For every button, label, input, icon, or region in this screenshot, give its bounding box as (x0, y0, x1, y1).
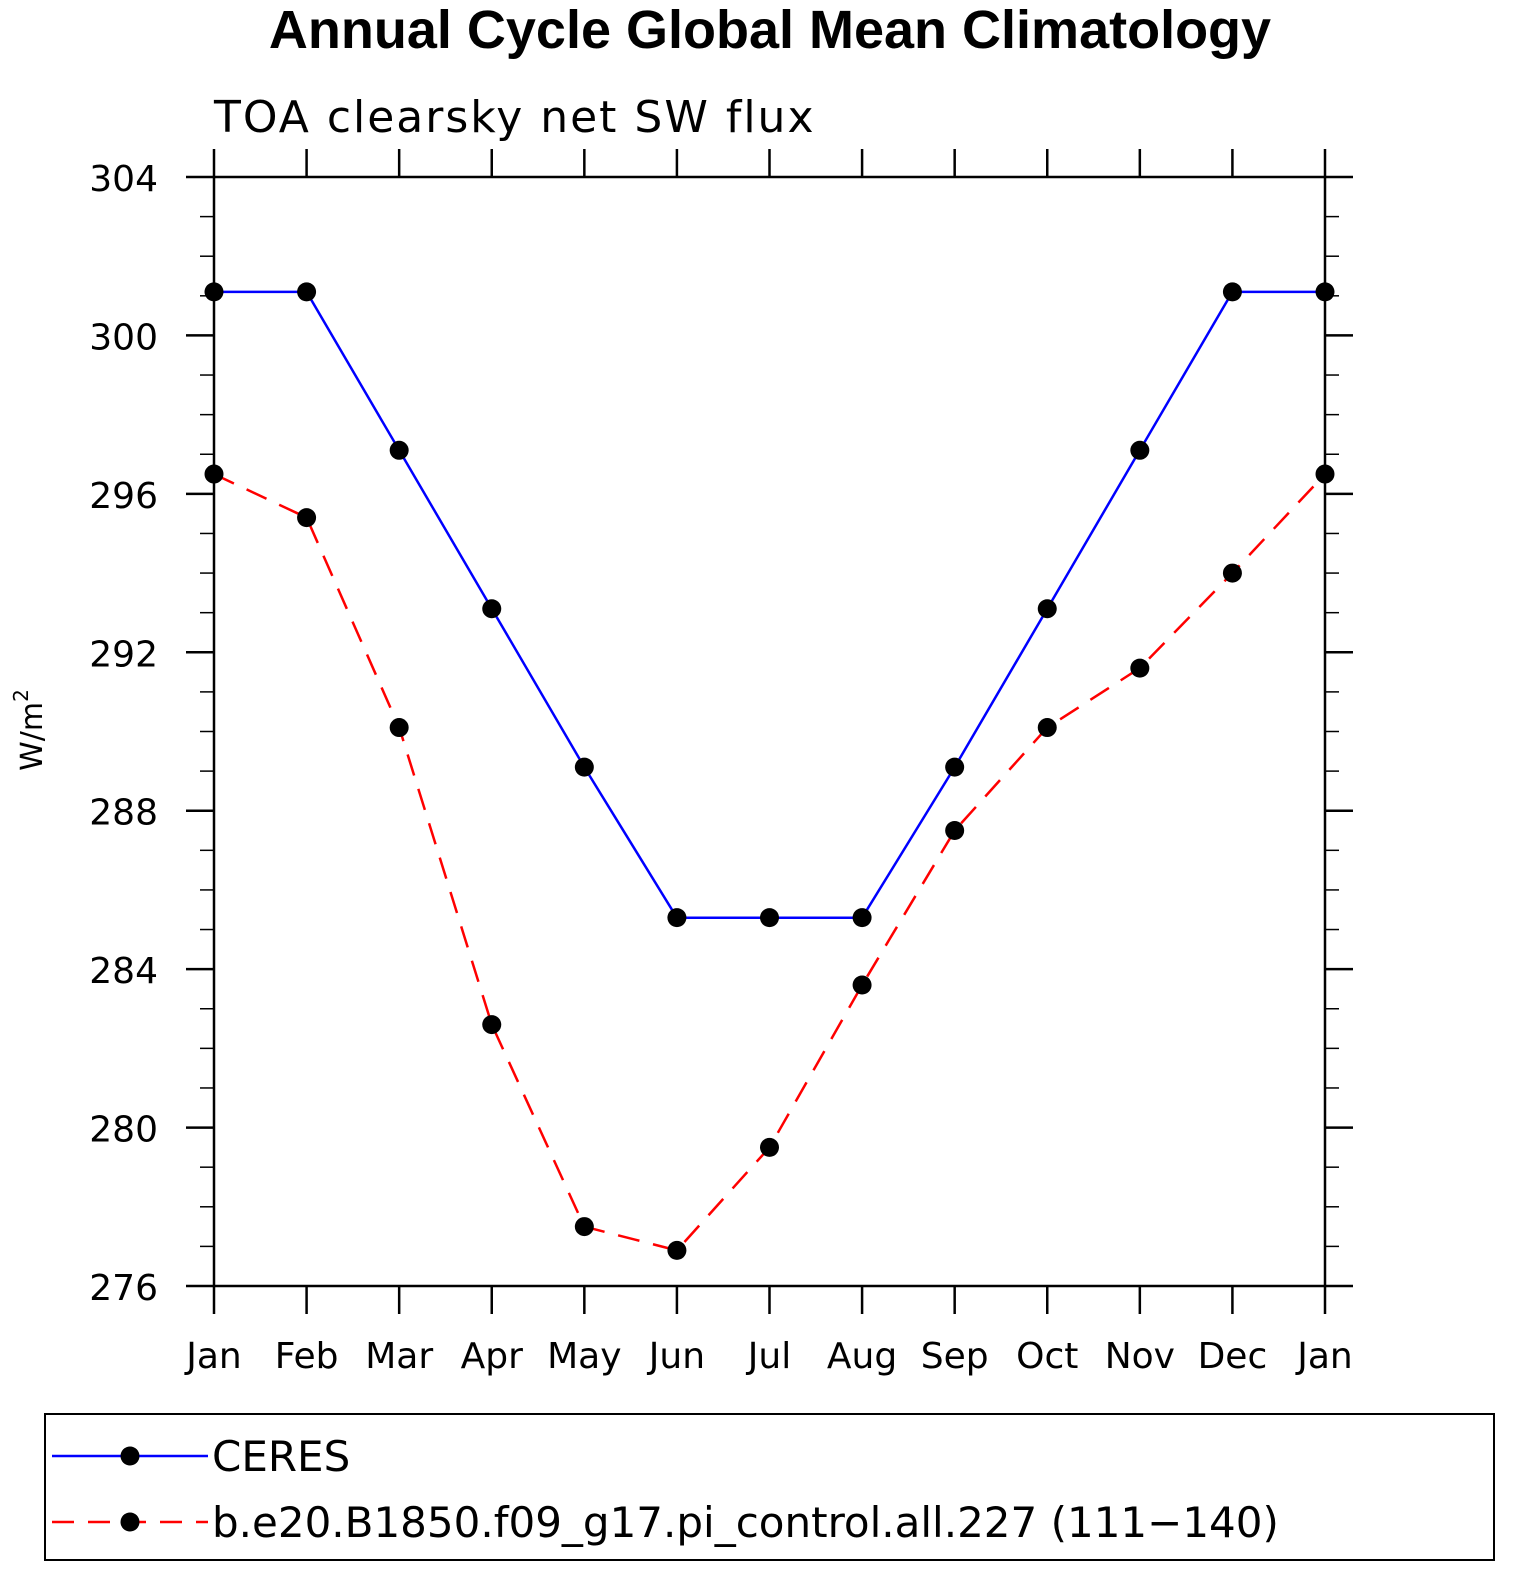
legend-entry-2: b.e20.B1850.f09_g17.pi_control.all.227 (… (52, 1498, 1279, 1547)
x-tick-label: Jun (647, 1336, 705, 1377)
x-tick-label: Dec (1198, 1336, 1268, 1377)
data-point (945, 757, 965, 777)
data-point (1037, 718, 1057, 738)
series-2 (204, 464, 1335, 1260)
y-axis-label: W/m2 (9, 689, 50, 771)
legend-label: b.e20.B1850.f09_g17.pi_control.all.227 (… (212, 1498, 1279, 1547)
y-axis-label-base: W/m (15, 702, 50, 771)
x-tick-label: Mar (365, 1336, 433, 1377)
data-point (204, 282, 224, 302)
data-point (297, 282, 317, 302)
y-tick-label: 300 (89, 317, 158, 358)
y-tick-label: 276 (89, 1268, 158, 1309)
data-point (760, 1137, 779, 1157)
x-tick-label: May (547, 1336, 621, 1377)
legend-box (44, 1413, 1495, 1561)
plot-frame (212, 175, 1327, 1288)
y-tick-label: 296 (89, 476, 158, 517)
legend-entry-1: CERES (52, 1432, 350, 1481)
x-tick-label: Feb (275, 1336, 339, 1377)
data-point (1037, 599, 1057, 619)
chart-title: Annual Cycle Global Mean Climatology (269, 0, 1271, 60)
data-point (760, 908, 779, 928)
data-point (389, 440, 409, 460)
series-1 (204, 282, 1335, 928)
legend: CERES b.e20.B1850.f09_g17.pi_control.all.… (44, 1413, 1495, 1561)
chart-subtitle: TOA clearsky net SW flux (213, 92, 815, 143)
data-point (574, 1217, 594, 1237)
y-tick-label: 280 (89, 1110, 158, 1151)
x-tick-label: Sep (921, 1336, 989, 1377)
data-point (1315, 282, 1335, 302)
x-tick-label: Jan (1295, 1336, 1353, 1377)
axes: Jan Feb Mar Apr May Jun Jul Aug Sep Oct Nov Dec Jan 2… (89, 149, 1353, 1377)
y-tick-label: 284 (89, 951, 158, 992)
y-axis-label-sup: 2 (9, 689, 33, 702)
data-point (667, 1240, 687, 1260)
x-tick-label: Jul (746, 1336, 791, 1377)
data-point (297, 508, 317, 528)
legend-swatch-marker (120, 1446, 140, 1466)
data-point (1315, 464, 1335, 484)
data-point (482, 599, 502, 619)
data-point (1222, 282, 1242, 302)
data-point (1130, 658, 1150, 678)
y-tick-label: 292 (89, 634, 158, 675)
y-tick-label: 288 (89, 793, 158, 834)
data-point (482, 1015, 502, 1035)
data-point (945, 821, 965, 841)
x-tick-label: Apr (461, 1336, 523, 1377)
data-point (389, 718, 409, 738)
data-point (852, 975, 872, 995)
x-tick-label: Nov (1105, 1336, 1175, 1377)
data-point (667, 908, 687, 928)
data-point (852, 908, 872, 928)
legend-label: CERES (212, 1432, 350, 1481)
series-line (213, 472, 1326, 1252)
data-point (574, 757, 594, 777)
x-tick-label: Aug (827, 1336, 897, 1377)
data-point (1130, 440, 1150, 460)
y-tick-label: 304 (89, 159, 158, 200)
series-line (214, 290, 1325, 919)
data-point (204, 464, 224, 484)
x-tick-label: Jan (184, 1336, 242, 1377)
x-tick-label: Oct (1016, 1336, 1078, 1377)
legend-swatch-marker (120, 1512, 140, 1532)
series-layer (204, 282, 1335, 1260)
data-point (1222, 563, 1242, 583)
